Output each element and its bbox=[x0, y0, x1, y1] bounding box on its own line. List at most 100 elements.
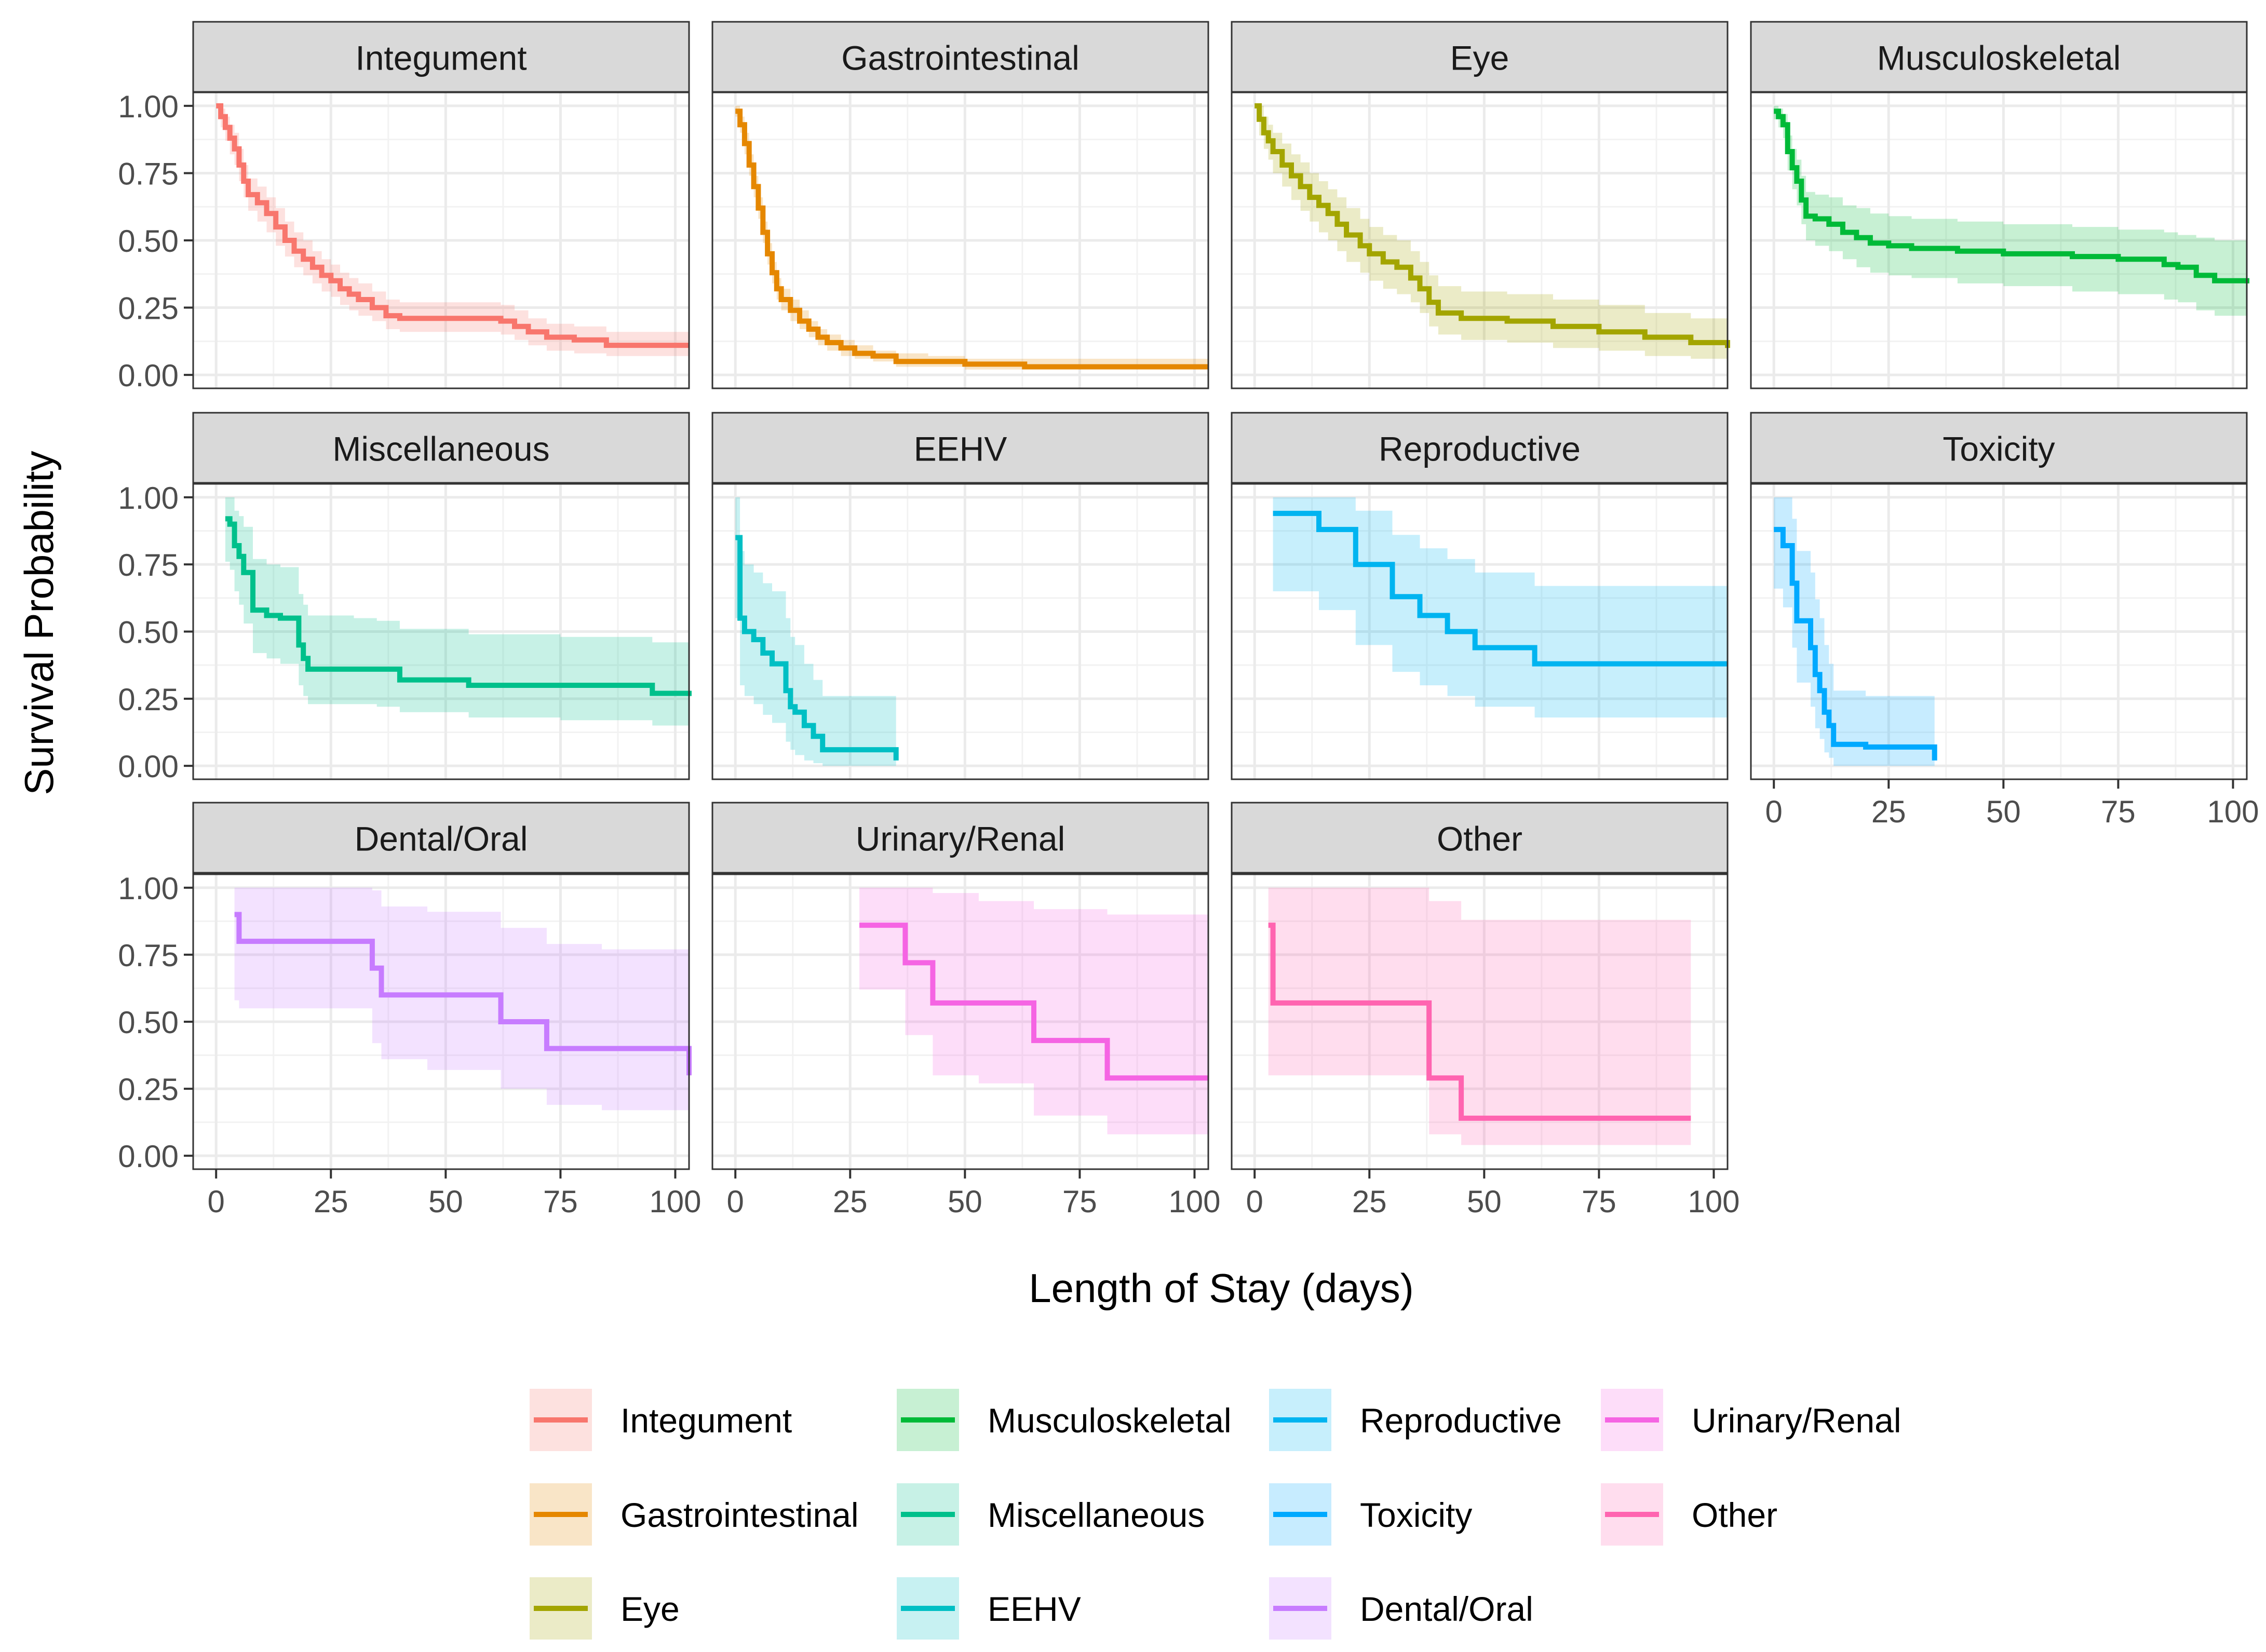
grid-reproductive bbox=[1232, 484, 1728, 779]
y-tick-label: 0.50 bbox=[118, 1005, 179, 1040]
strip-label-other: Other bbox=[1437, 820, 1522, 858]
survival-line-musculoskeletal bbox=[1774, 109, 2249, 283]
x-tick-label: 25 bbox=[833, 1184, 868, 1219]
panel-musculoskeletal: Musculoskeletal bbox=[1750, 21, 2249, 389]
legend-item-other: Other bbox=[1601, 1483, 1777, 1546]
strip-label-musculoskeletal: Musculoskeletal bbox=[1877, 39, 2121, 77]
x-tick-label: 100 bbox=[1688, 1184, 1739, 1219]
y-tick-label: 0.75 bbox=[118, 156, 179, 191]
legend-item-dental-oral: Dental/Oral bbox=[1269, 1577, 1533, 1640]
strip-label-eehv: EEHV bbox=[914, 430, 1007, 468]
survival-line-eye bbox=[1255, 103, 1730, 348]
survival-line-gastrointestinal bbox=[735, 109, 1208, 370]
legend-label-eye: Eye bbox=[621, 1590, 680, 1628]
legend: Integument Gastrointestinal Eye Musculoskel… bbox=[530, 1389, 1901, 1640]
x-tick-label: 0 bbox=[1765, 794, 1783, 829]
strip-label-dental-oral: Dental/Oral bbox=[355, 820, 528, 858]
y-tick-label: 0.25 bbox=[118, 291, 179, 326]
panel-border-toxicity bbox=[1750, 483, 2248, 780]
panel-border-eehv bbox=[711, 483, 1209, 780]
legend-item-integument: Integument bbox=[530, 1389, 792, 1451]
panels-group: Integument 0.00 0.25 0.50 0.75 1.00 Gastrointe… bbox=[118, 21, 2259, 1219]
legend-label-musculoskeletal: Musculoskeletal bbox=[988, 1401, 1232, 1440]
legend-label-other: Other bbox=[1692, 1496, 1777, 1534]
strip-dental-oral bbox=[192, 802, 690, 874]
x-axis-title: Length of Stay (days) bbox=[1029, 1265, 1413, 1311]
x-tick-label: 100 bbox=[1168, 1184, 1220, 1219]
legend-label-urinary-renal: Urinary/Renal bbox=[1692, 1401, 1901, 1440]
y-tick-label: 1.00 bbox=[118, 871, 179, 906]
x-tick-label: 50 bbox=[428, 1184, 463, 1219]
grid-eehv bbox=[712, 484, 1208, 779]
ci-band-integument bbox=[216, 105, 689, 356]
panel-miscellaneous: Miscellaneous 0.00 0.25 0.50 0.75 1.00 bbox=[118, 412, 692, 784]
ci-band-other bbox=[1268, 887, 1691, 1145]
survival-line-integument bbox=[216, 103, 689, 348]
x-tick-label: 50 bbox=[1467, 1184, 1502, 1219]
strip-musculoskeletal bbox=[1750, 21, 2248, 93]
y-tick-label: 0.00 bbox=[118, 358, 179, 393]
y-tick-label: 1.00 bbox=[118, 89, 179, 124]
y-tick-label: 0.75 bbox=[118, 938, 179, 973]
x-tick-label: 25 bbox=[1352, 1184, 1387, 1219]
legend-item-musculoskeletal: Musculoskeletal bbox=[897, 1389, 1232, 1451]
panel-border-reproductive bbox=[1231, 483, 1729, 780]
strip-label-eye: Eye bbox=[1450, 39, 1509, 77]
x-tick-label: 0 bbox=[208, 1184, 225, 1219]
panel-dental-oral: Dental/Oral 0.00 0.25 0.50 0.75 1.00 0 25 50 75 10… bbox=[118, 802, 702, 1219]
ci-band-musculoskeletal bbox=[1774, 105, 2247, 319]
strip-urinary-renal bbox=[711, 802, 1209, 874]
survival-line-toxicity bbox=[1774, 526, 1937, 761]
x-tick-label: 50 bbox=[948, 1184, 982, 1219]
y-tick-label: 0.25 bbox=[118, 682, 179, 717]
strip-label-miscellaneous: Miscellaneous bbox=[332, 430, 549, 468]
x-tick-label: 25 bbox=[314, 1184, 348, 1219]
grid-other bbox=[1232, 874, 1728, 1169]
panel-integument: Integument 0.00 0.25 0.50 0.75 1.00 bbox=[118, 21, 690, 393]
strip-label-gastrointestinal: Gastrointestinal bbox=[841, 39, 1080, 77]
panel-border-eye bbox=[1231, 91, 1729, 389]
survival-line-miscellaneous bbox=[225, 516, 692, 696]
grid-miscellaneous bbox=[193, 484, 689, 779]
x-tick-label: 0 bbox=[1246, 1184, 1263, 1219]
strip-reproductive bbox=[1231, 412, 1729, 484]
panel-border-musculoskeletal bbox=[1750, 91, 2248, 389]
strip-eye bbox=[1231, 21, 1729, 93]
x-tick-label: 25 bbox=[1871, 794, 1906, 829]
y-tick-label: 1.00 bbox=[118, 481, 179, 516]
ci-band-eehv bbox=[735, 497, 896, 766]
x-tick-label: 100 bbox=[2207, 794, 2259, 829]
y-tick-label: 0.50 bbox=[118, 615, 179, 650]
panel-toxicity: Toxicity 0 25 50 75 100 bbox=[1750, 412, 2259, 829]
strip-label-integument: Integument bbox=[355, 39, 527, 77]
strip-integument bbox=[192, 21, 690, 93]
strip-label-urinary-renal: Urinary/Renal bbox=[856, 820, 1065, 858]
grid-dental-oral bbox=[193, 874, 689, 1169]
ci-band-toxicity bbox=[1774, 497, 1935, 766]
grid-urinary-renal bbox=[712, 874, 1208, 1169]
x-tick-label: 100 bbox=[649, 1184, 701, 1219]
y-axis-title: Survival Probability bbox=[16, 451, 62, 795]
survival-line-urinary-renal bbox=[859, 923, 1208, 1081]
y-tick-label: 0.25 bbox=[118, 1072, 179, 1107]
panel-reproductive: Reproductive bbox=[1231, 412, 1729, 780]
x-tick-label: 50 bbox=[1986, 794, 2021, 829]
x-tick-label: 75 bbox=[1582, 1184, 1616, 1219]
strip-eehv bbox=[711, 412, 1209, 484]
panel-urinary-renal: Urinary/Renal 0 25 50 75 100 bbox=[711, 802, 1221, 1219]
y-tick-label: 0.00 bbox=[118, 749, 179, 784]
legend-label-gastrointestinal: Gastrointestinal bbox=[621, 1496, 859, 1534]
legend-label-dental-oral: Dental/Oral bbox=[1360, 1590, 1533, 1628]
panel-gastrointestinal: Gastrointestinal bbox=[711, 21, 1209, 389]
survival-line-dental-oral bbox=[234, 912, 692, 1076]
strip-gastrointestinal bbox=[711, 21, 1209, 93]
legend-item-urinary-renal: Urinary/Renal bbox=[1601, 1389, 1901, 1451]
legend-label-reproductive: Reproductive bbox=[1360, 1401, 1562, 1440]
legend-item-eye: Eye bbox=[530, 1577, 680, 1640]
strip-label-reproductive: Reproductive bbox=[1379, 430, 1581, 468]
legend-item-reproductive: Reproductive bbox=[1269, 1389, 1562, 1451]
y-tick-label: 0.00 bbox=[118, 1139, 179, 1174]
panel-other: Other 0 25 50 75 100 bbox=[1231, 802, 1740, 1219]
panel-eye: Eye bbox=[1231, 21, 1730, 389]
